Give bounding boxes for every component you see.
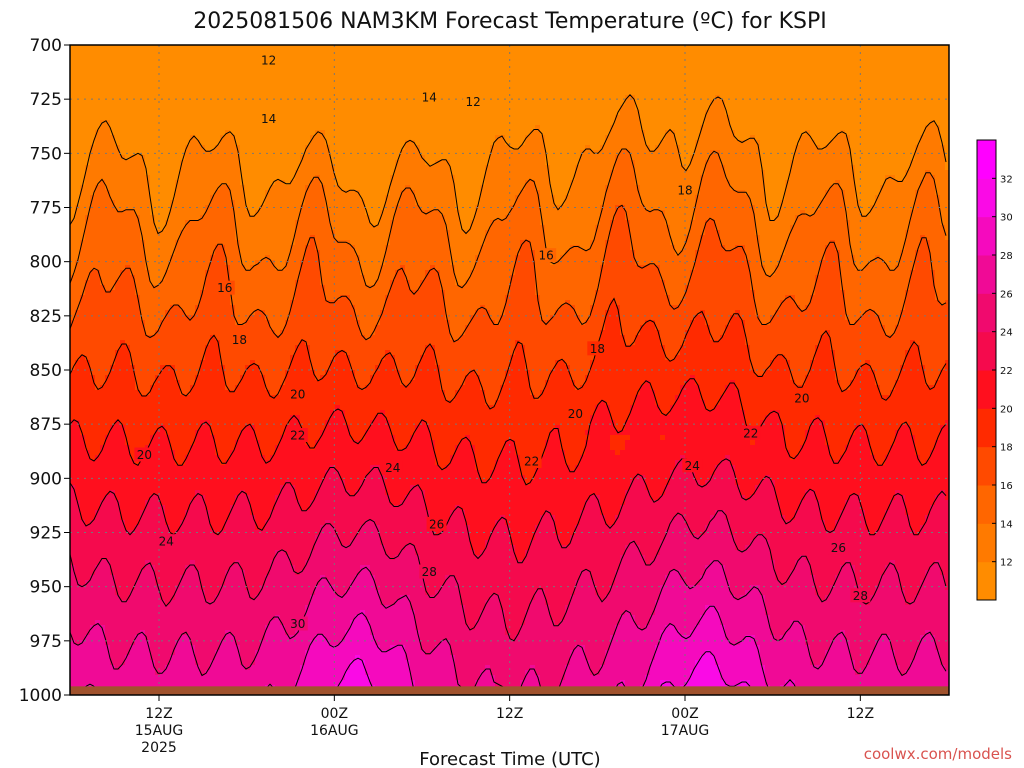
contour-label: 20	[794, 392, 809, 406]
contour-label: 12	[261, 54, 276, 68]
y-tick-label: 800	[30, 253, 62, 273]
colorbar-band	[977, 485, 996, 524]
colorbar-label: 32	[1000, 174, 1013, 185]
ground-surface	[70, 686, 949, 695]
contour-label: 18	[232, 333, 247, 347]
contour-label: 18	[590, 342, 605, 356]
x-tick-date-label: 16AUG	[310, 723, 359, 739]
contour-label: 16	[539, 249, 554, 263]
credit-text: coolwx.com/models	[864, 745, 1012, 763]
colorbar-band	[977, 562, 996, 601]
contour-label: 22	[524, 455, 539, 469]
colorbar-band	[977, 140, 996, 179]
colorbar-band	[977, 523, 996, 562]
x-tick-label: 12Z	[847, 706, 874, 722]
colorbar-band	[977, 217, 996, 256]
plot-area: 12 12 14 14 16 16 18 18 18 20 20 20 20 22 22 22 24 24 24 26…	[70, 45, 950, 695]
contour-label: 12	[465, 95, 480, 109]
contour-label: 30	[290, 617, 305, 631]
contour-label: 14	[261, 112, 276, 126]
colorbar-band	[977, 370, 996, 409]
y-tick-label: 950	[30, 578, 62, 598]
y-tick-label: 825	[30, 307, 62, 327]
colorbar: 12 14 16 18 20 22 24 26 28 30 32	[977, 140, 1013, 601]
y-tick-label: 775	[30, 199, 62, 219]
contour-label: 22	[743, 426, 758, 440]
x-tick-date-label: 15AUG	[135, 723, 184, 739]
colorbar-label: 30	[1000, 213, 1013, 224]
contour-label: 20	[137, 448, 152, 462]
y-tick-label: 700	[30, 36, 62, 56]
contour-label: 20	[290, 387, 305, 401]
x-tick-date-label: 2025	[141, 740, 177, 756]
colorbar-band	[977, 293, 996, 332]
contour-label: 24	[685, 459, 700, 473]
colorbar-band	[977, 408, 996, 447]
y-tick-label: 900	[30, 469, 62, 489]
y-tick-label: 875	[30, 415, 62, 435]
y-tick-label: 850	[30, 361, 62, 381]
x-tick-label: 12Z	[496, 706, 523, 722]
colorbar-band	[977, 447, 996, 486]
contour-label: 22	[290, 429, 305, 443]
contour-label: 20	[568, 407, 583, 421]
contour-label: 24	[385, 461, 400, 475]
y-tick-label: 925	[30, 524, 62, 544]
x-tick-date-label: 17AUG	[661, 723, 710, 739]
x-tick-label: 00Z	[671, 706, 698, 722]
contour-label: 18	[677, 184, 692, 198]
x-tick-label: 12Z	[145, 706, 172, 722]
y-tick-label: 725	[30, 90, 62, 110]
colorbar-label: 18	[1000, 443, 1013, 454]
x-tick-label: 00Z	[321, 706, 348, 722]
colorbar-label: 26	[1000, 289, 1013, 300]
colorbar-label: 14	[1000, 519, 1013, 530]
colorbar-label: 20	[1000, 404, 1013, 415]
contour-label: 28	[422, 565, 437, 579]
colorbar-label: 16	[1000, 481, 1013, 492]
temperature-cross-section-chart: 2025081506 NAM3KM Forecast Temperature (…	[0, 0, 1024, 768]
x-axis-label: Forecast Time (UTC)	[419, 749, 600, 768]
contour-label: 24	[159, 535, 174, 549]
colorbar-label: 28	[1000, 251, 1013, 262]
colorbar-label: 24	[1000, 328, 1013, 339]
contour-label: 26	[429, 517, 444, 531]
contour-label: 16	[217, 281, 232, 295]
colorbar-label: 22	[1000, 366, 1013, 377]
chart-title: 2025081506 NAM3KM Forecast Temperature (…	[193, 9, 827, 34]
y-tick-label: 1000	[19, 686, 62, 706]
contour-label: 28	[853, 589, 868, 603]
y-tick-label: 975	[30, 632, 62, 652]
colorbar-band	[977, 178, 996, 217]
colorbar-label: 12	[1000, 558, 1013, 569]
colorbar-band	[977, 332, 996, 371]
contour-label: 26	[831, 541, 846, 555]
y-tick-label: 750	[30, 144, 62, 164]
contour-label: 14	[422, 91, 437, 105]
colorbar-band	[977, 255, 996, 294]
